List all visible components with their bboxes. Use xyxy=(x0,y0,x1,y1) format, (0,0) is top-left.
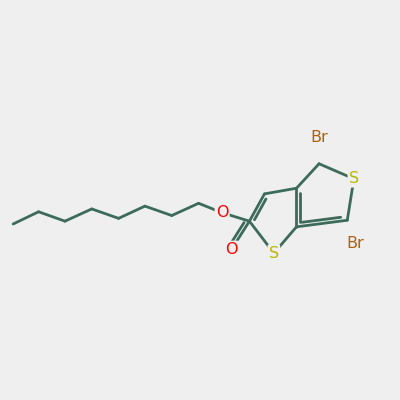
Text: Br: Br xyxy=(346,236,364,251)
Text: O: O xyxy=(216,205,228,220)
Text: Br: Br xyxy=(310,130,328,145)
Text: S: S xyxy=(269,246,279,261)
Text: O: O xyxy=(225,242,238,257)
Text: S: S xyxy=(349,171,359,186)
